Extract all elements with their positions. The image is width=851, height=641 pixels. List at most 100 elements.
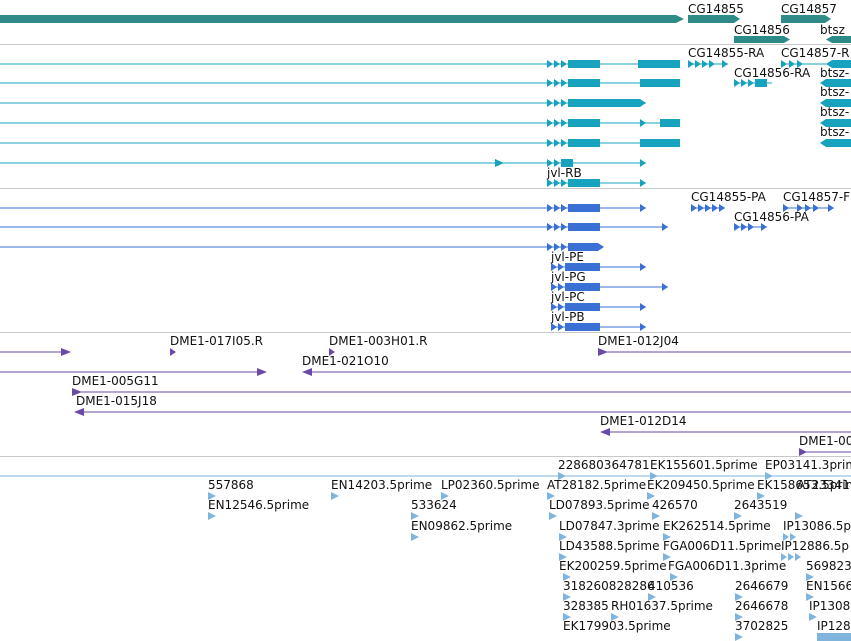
est-feature[interactable] (795, 512, 803, 520)
transcript-row[interactable] (0, 139, 851, 147)
est-feature[interactable] (652, 512, 660, 520)
est-feature[interactable] (735, 633, 743, 641)
bac-label[interactable]: DME1-003H01.R (329, 334, 428, 348)
gene-label[interactable]: CG14857 (781, 2, 837, 16)
transcript-label[interactable]: CG14857-R (781, 46, 850, 60)
protein-row[interactable] (0, 223, 767, 231)
est-label[interactable]: EK158653.5prime (757, 478, 851, 492)
bac-feature[interactable] (329, 348, 335, 356)
est-label[interactable]: LD07847.3prime (559, 519, 660, 533)
protein-row[interactable] (0, 204, 834, 212)
est-feature[interactable] (663, 533, 671, 541)
est-feature[interactable] (563, 613, 571, 621)
est-feature[interactable] (806, 593, 814, 601)
bac-label[interactable]: DME1-00 (799, 434, 851, 448)
bac-feature[interactable] (600, 428, 851, 436)
est-label[interactable]: IP13086.5prime (783, 519, 851, 533)
est-feature[interactable] (547, 492, 555, 500)
bac-label[interactable]: DME1-017I05.R (170, 334, 264, 348)
est-label[interactable]: 2646679 (735, 579, 789, 593)
est-label[interactable]: IP12886.5p (781, 539, 850, 553)
transcript-label[interactable]: CG14856-RA (734, 66, 811, 80)
gene-bar[interactable] (734, 36, 784, 43)
gene-bar[interactable] (781, 15, 825, 23)
est-label[interactable]: RH01637.5prime (611, 599, 713, 613)
protein-row[interactable] (551, 263, 646, 271)
est-feature[interactable] (441, 492, 449, 500)
est-feature[interactable] (765, 472, 773, 480)
est-label[interactable]: EK200259.5prime (559, 559, 667, 573)
est-feature[interactable] (563, 593, 571, 601)
est-label[interactable]: EK155601.5prime (650, 458, 758, 472)
bac-label[interactable]: DME1-012D14 (600, 414, 687, 428)
transcript-row[interactable] (0, 119, 851, 127)
est-feature[interactable] (559, 553, 567, 561)
est-label[interactable]: 228680364781 (558, 458, 650, 472)
est-label[interactable]: IP1308 (809, 599, 851, 613)
est-feature[interactable] (663, 553, 671, 561)
est-feature[interactable] (806, 573, 814, 581)
est-feature[interactable] (331, 492, 339, 500)
est-label[interactable]: 328385 (563, 599, 609, 613)
est-label[interactable]: EK179903.5prime (563, 619, 671, 633)
bac-label[interactable]: DME1-012J04 (598, 334, 679, 348)
protein-label[interactable]: CG14855-PA (691, 190, 766, 204)
protein-label[interactable]: jvl-PC (551, 290, 585, 304)
est-label[interactable]: FGA006D11.3prime (668, 559, 787, 573)
protein-row[interactable] (0, 243, 604, 251)
gene-bar[interactable] (0, 15, 676, 23)
est-feature[interactable] (411, 533, 419, 541)
gene-label[interactable]: btsz (820, 23, 845, 37)
est-label[interactable]: 3702825 (735, 619, 789, 633)
bac-feature[interactable] (72, 388, 851, 396)
est-feature[interactable] (549, 512, 557, 520)
est-label[interactable]: EK262514.5prime (663, 519, 771, 533)
gene-label[interactable]: CG14856 (734, 23, 790, 37)
est-feature[interactable] (647, 492, 655, 500)
est-feature[interactable] (734, 512, 742, 520)
transcript-row[interactable] (0, 79, 851, 87)
est-label[interactable]: FGA006D11.5prime (663, 539, 782, 553)
bac-feature[interactable] (598, 348, 851, 356)
bac-label[interactable]: DME1-005G11 (72, 374, 159, 388)
transcript-label[interactable]: btsz- (820, 66, 850, 80)
gene-label[interactable]: CG14855 (688, 2, 744, 16)
bac-feature[interactable] (170, 348, 176, 356)
bac-feature[interactable] (0, 348, 71, 356)
est-feature[interactable] (648, 593, 656, 601)
protein-label[interactable]: jvl-PB (551, 310, 585, 324)
bac-feature[interactable] (0, 368, 267, 376)
est-label[interactable]: LD43588.5prime (559, 539, 660, 553)
bac-feature[interactable] (74, 408, 851, 416)
est-feature[interactable] (559, 533, 567, 541)
est-label[interactable]: AT28182.5prime (547, 478, 647, 492)
est-label[interactable]: LD07893.5prime (549, 498, 650, 512)
est-label[interactable]: 533624 (411, 498, 457, 512)
transcript-row[interactable] (0, 99, 851, 107)
est-label[interactable]: 569823 (806, 559, 851, 573)
est-label[interactable]: EN12546.5prime (208, 498, 310, 512)
protein-row[interactable] (551, 283, 668, 291)
est-label[interactable]: AT23341 (797, 478, 850, 492)
est-feature[interactable] (670, 573, 678, 581)
est-feature[interactable] (817, 633, 851, 641)
transcript-row[interactable] (547, 179, 646, 187)
est-feature[interactable] (411, 512, 419, 520)
transcript-label[interactable]: CG14855-RA (688, 46, 765, 60)
gene-bar[interactable] (832, 36, 851, 43)
est-feature[interactable] (783, 533, 796, 541)
est-label[interactable]: 426570 (652, 498, 698, 512)
est-feature[interactable] (650, 472, 658, 480)
est-label[interactable]: EN14203.5prime (331, 478, 433, 492)
est-feature[interactable] (611, 613, 619, 621)
est-feature[interactable] (781, 553, 801, 561)
protein-label[interactable]: CG14857-F (783, 190, 851, 204)
bac-label[interactable]: DME1-021O10 (302, 354, 389, 368)
protein-label[interactable]: CG14856-PA (734, 210, 809, 224)
est-label[interactable]: IP128 (817, 619, 851, 633)
est-feature[interactable] (735, 593, 743, 601)
bac-feature[interactable] (302, 368, 851, 376)
est-feature[interactable] (563, 573, 571, 581)
est-feature[interactable] (735, 613, 743, 621)
